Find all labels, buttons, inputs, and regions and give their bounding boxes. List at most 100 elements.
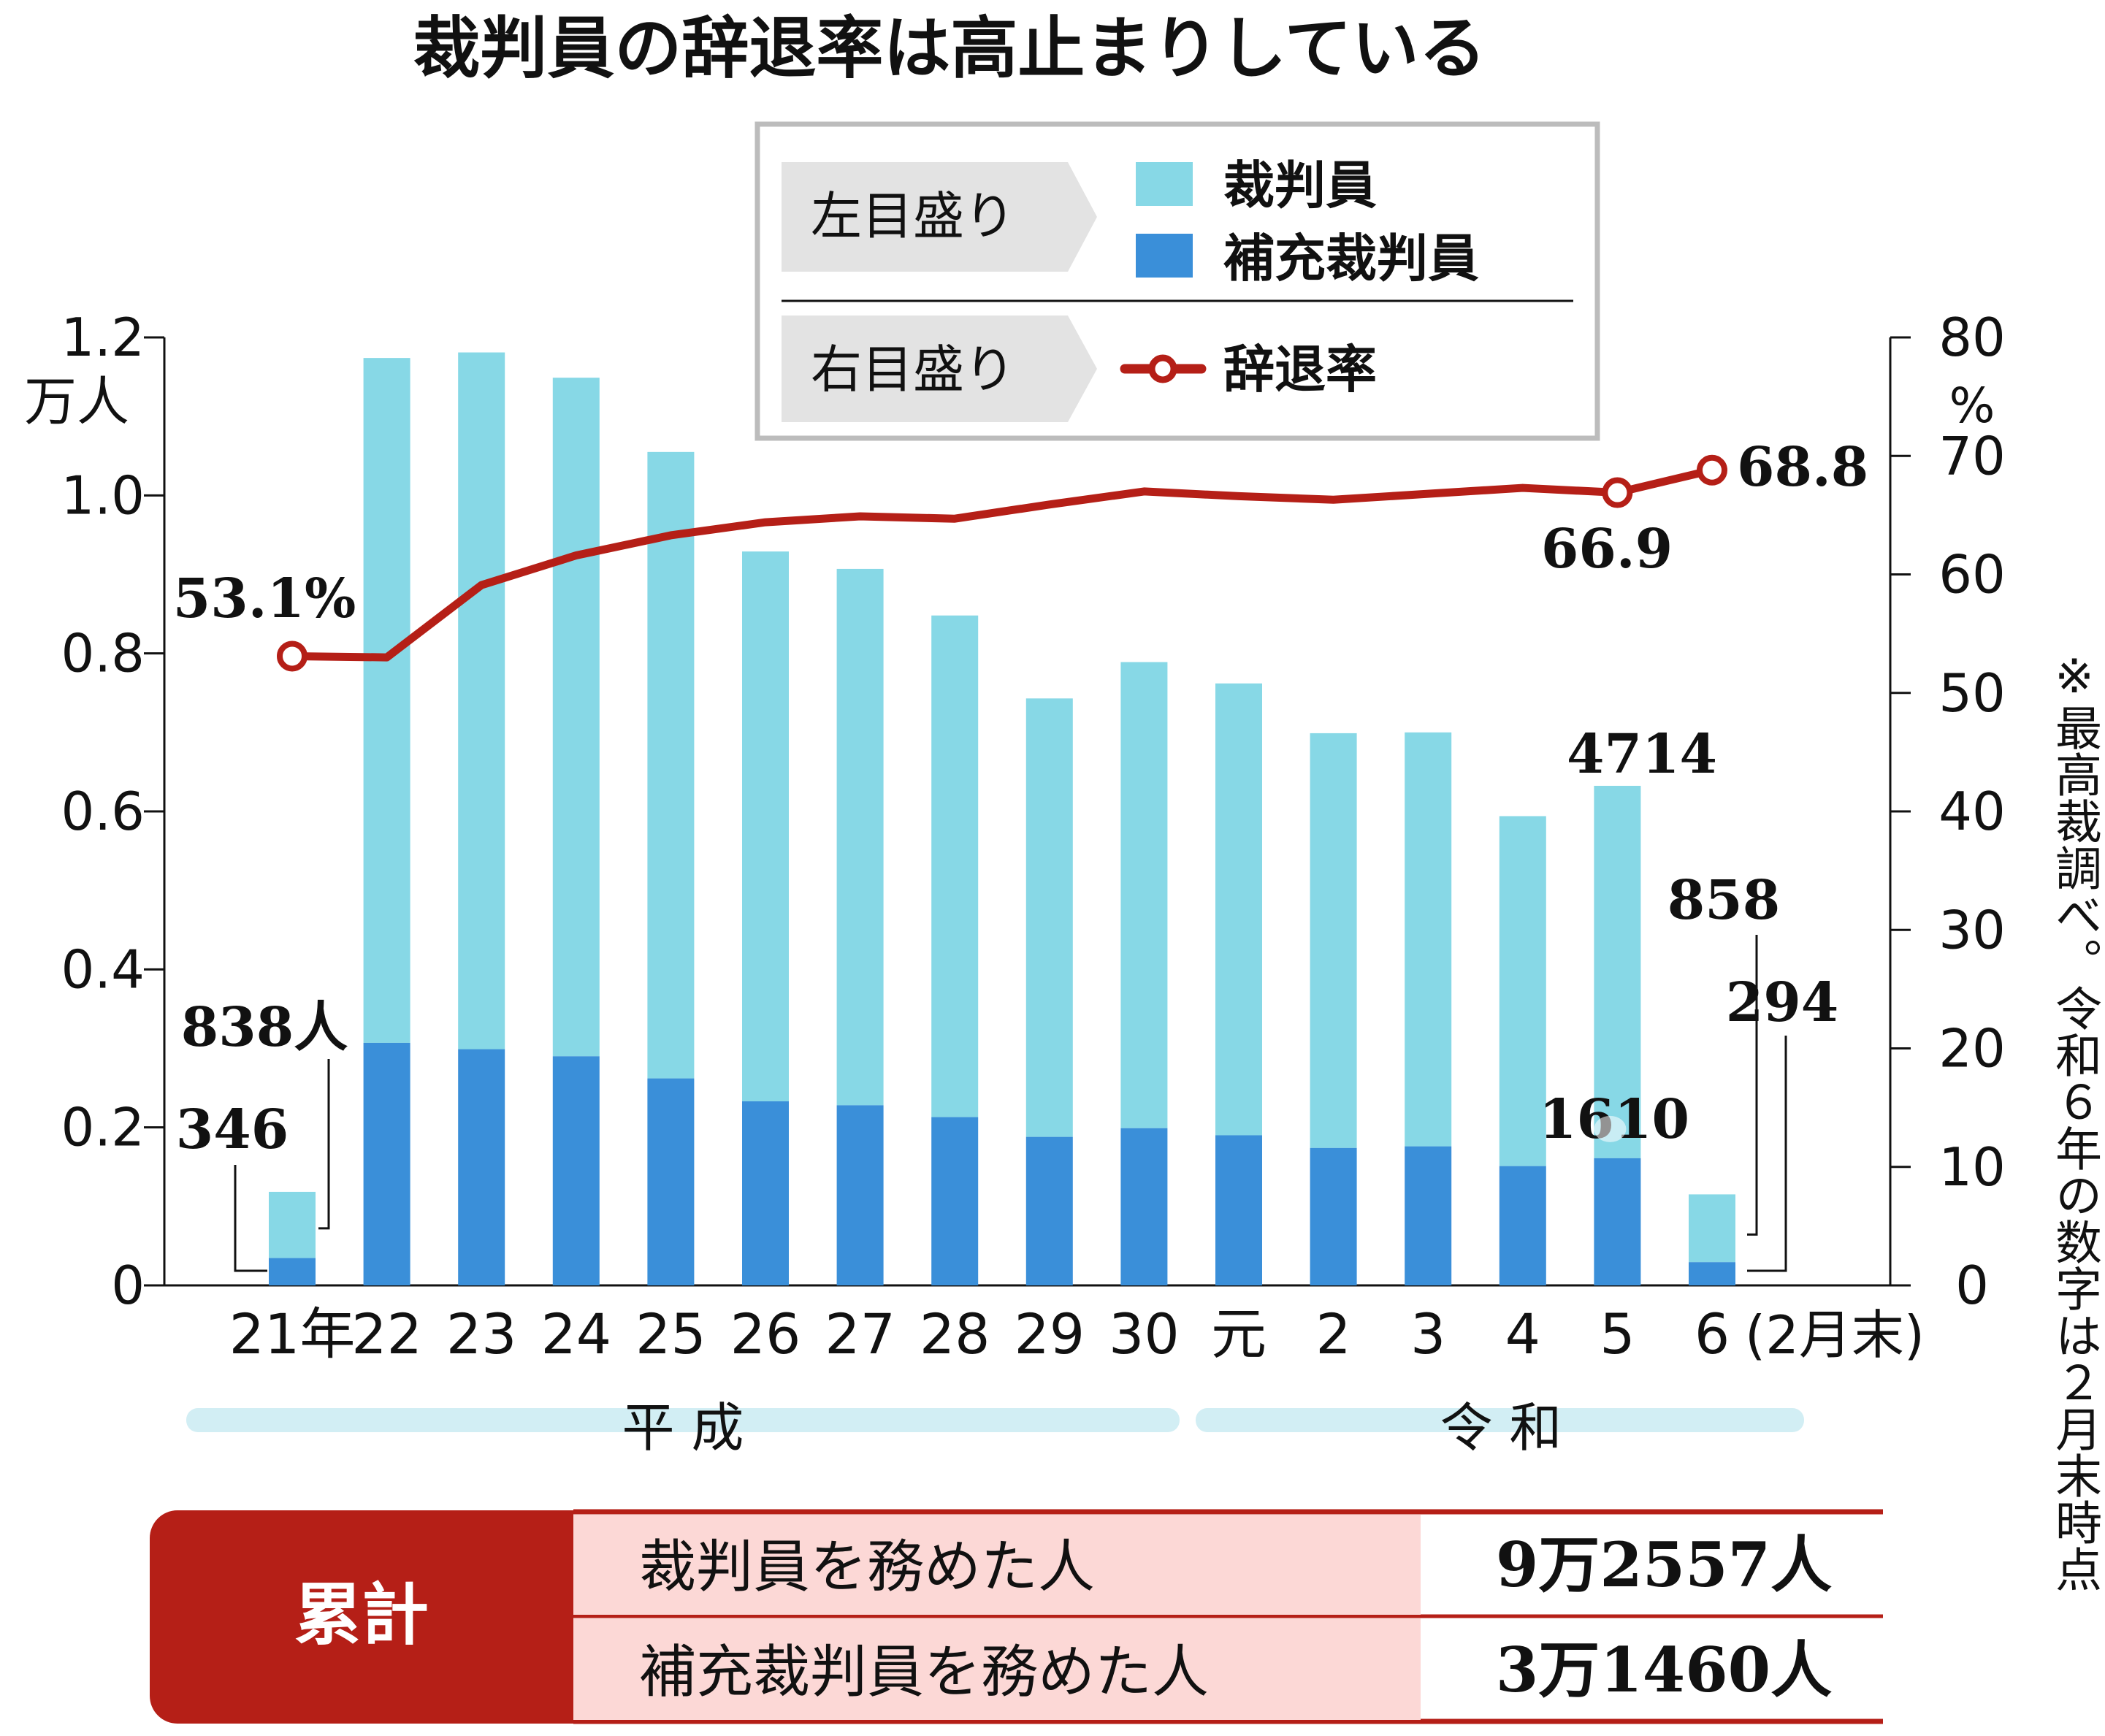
legend: 左目盛り 裁判員 補充裁判員 右目盛り 辞退率 <box>754 121 1600 441</box>
bar-alternate <box>1025 1136 1073 1285</box>
bar-alternate <box>458 1049 505 1285</box>
bar-juror <box>1025 698 1073 1137</box>
bar-juror <box>363 358 410 1043</box>
bar-alternate <box>1499 1166 1546 1285</box>
right-tick-label: 30 <box>1938 899 2006 960</box>
annotation-r6-alternate: 294 <box>1726 971 1838 1034</box>
x-tick-label: 22 <box>351 1301 422 1366</box>
left-axis-unit: 万人 <box>24 371 129 432</box>
x-tick-label: 21年 <box>229 1301 356 1366</box>
x-tick-suffix: (2月末) <box>1745 1304 1925 1366</box>
bar-juror <box>1405 732 1452 1147</box>
annotation-r6-juror: 858 <box>1667 869 1780 932</box>
x-tick-label: 25 <box>635 1301 706 1366</box>
right-tick-label: 70 <box>1938 425 2006 486</box>
right-tick-label: 0 <box>1955 1255 1989 1316</box>
bar-juror <box>458 352 505 1049</box>
x-tick-label: 27 <box>825 1301 895 1366</box>
leader-r6-alternate <box>1747 1036 1787 1272</box>
bars <box>269 352 1735 1285</box>
legend-left-scale: 左目盛り <box>811 186 1015 246</box>
summary-label-cell-square <box>438 1510 573 1724</box>
chart-title: 裁判員の辞退率は高止まりしている <box>413 9 1486 88</box>
bar-alternate <box>647 1078 695 1285</box>
leader-first-juror <box>318 1059 330 1230</box>
leader-first-alternate <box>234 1165 267 1272</box>
summary-row2-text-cell <box>573 1618 1421 1720</box>
bar-alternate <box>1405 1146 1452 1285</box>
bar-alternate <box>1120 1128 1168 1285</box>
bar-juror <box>1499 816 1546 1166</box>
r5-label-halo <box>1594 1115 1627 1142</box>
rate-line <box>291 466 1714 662</box>
bar-alternate <box>742 1101 789 1285</box>
legend-swatch-juror <box>1136 162 1193 206</box>
right-tick-label: 10 <box>1938 1136 2006 1198</box>
era-band-heisei <box>186 1408 1180 1432</box>
x-tick-label: 28 <box>920 1301 990 1366</box>
legend-juror: 裁判員 <box>1223 156 1377 215</box>
era-bands: 平 成 令 和 <box>186 1397 1804 1458</box>
bar-alternate <box>1689 1262 1735 1285</box>
left-tick-label: 0.2 <box>61 1097 145 1158</box>
right-tick-label: 80 <box>1938 307 2006 368</box>
bar-alternate <box>1310 1147 1357 1285</box>
x-tick-label: 26 <box>730 1301 801 1366</box>
right-tick-label: 20 <box>1938 1018 2006 1079</box>
bar-juror <box>742 551 789 1101</box>
right-axis-unit: % <box>1949 378 1995 434</box>
bar-juror <box>269 1191 316 1258</box>
era-reiwa: 令 和 <box>1440 1397 1562 1458</box>
annotation-r6-rate: 68.8 <box>1737 436 1868 499</box>
rate-marker <box>1602 477 1633 508</box>
era-heisei: 平 成 <box>622 1397 744 1458</box>
left-tick-label: 0.6 <box>61 781 145 842</box>
x-tick-label: 24 <box>540 1301 611 1366</box>
bar-alternate <box>931 1117 979 1285</box>
bar-juror <box>647 451 695 1079</box>
bar-juror <box>1594 785 1641 1158</box>
annotation-first-rate: 53.1% <box>173 567 356 630</box>
x-tick-label: 30 <box>1109 1301 1180 1366</box>
legend-rate: 辞退率 <box>1223 340 1377 399</box>
summary-label: 累計 <box>294 1576 429 1654</box>
x-tick-label: 29 <box>1014 1301 1085 1366</box>
summary-table: 累計 裁判員を務めた人 9万2557人 補充裁判員を務めた人 3万1460人 <box>150 1509 1883 1724</box>
bar-alternate <box>1215 1135 1262 1285</box>
x-tick-label: 元 <box>1211 1301 1267 1366</box>
rate-series <box>277 454 1727 672</box>
annotation-first-alternate: 346 <box>176 1098 289 1161</box>
summary-row1-text: 裁判員を務めた人 <box>639 1534 1095 1600</box>
x-tick-label: 3 <box>1410 1301 1445 1366</box>
bar-alternate <box>1594 1158 1641 1285</box>
legend-alternate: 補充裁判員 <box>1223 229 1479 288</box>
legend-tag-left <box>782 162 1097 272</box>
x-tick-label: 23 <box>446 1301 517 1366</box>
leader-r6-juror <box>1747 935 1758 1236</box>
annotation-r5-rate: 66.9 <box>1541 518 1673 581</box>
summary-row2-value: 3万1460人 <box>1496 1634 1832 1706</box>
annotation-first-juror: 838人 <box>181 996 348 1059</box>
rate-marker <box>277 641 307 672</box>
bar-juror <box>1689 1194 1735 1263</box>
annotation-r5-juror: 4714 <box>1567 723 1717 786</box>
x-tick-label: 6 <box>1695 1301 1730 1366</box>
bar-juror <box>552 378 600 1057</box>
left-tick-label: 0 <box>111 1255 145 1316</box>
summary-row1-value: 9万2557人 <box>1496 1529 1832 1601</box>
bar-alternate <box>552 1056 600 1285</box>
right-tick-label: 50 <box>1938 662 2006 724</box>
source-note: ※最高裁調べ。令和６年の数字は２月末時点 <box>2047 650 2101 1592</box>
summary-row1-text-cell <box>573 1515 1421 1615</box>
bar-juror <box>836 568 884 1106</box>
bar-juror <box>931 615 979 1117</box>
bar-juror <box>1215 683 1262 1136</box>
legend-rate-marker <box>1148 354 1177 383</box>
x-tick-label: 5 <box>1600 1301 1635 1366</box>
right-axis: 0 10 20 30 40 50 60 70 80% <box>1889 307 2006 1316</box>
left-axis: 0 0.2 0.4 0.6 0.8 1.0 1.2万人 <box>24 307 1890 1316</box>
rate-marker <box>1697 454 1727 486</box>
bar-juror <box>1120 662 1168 1128</box>
